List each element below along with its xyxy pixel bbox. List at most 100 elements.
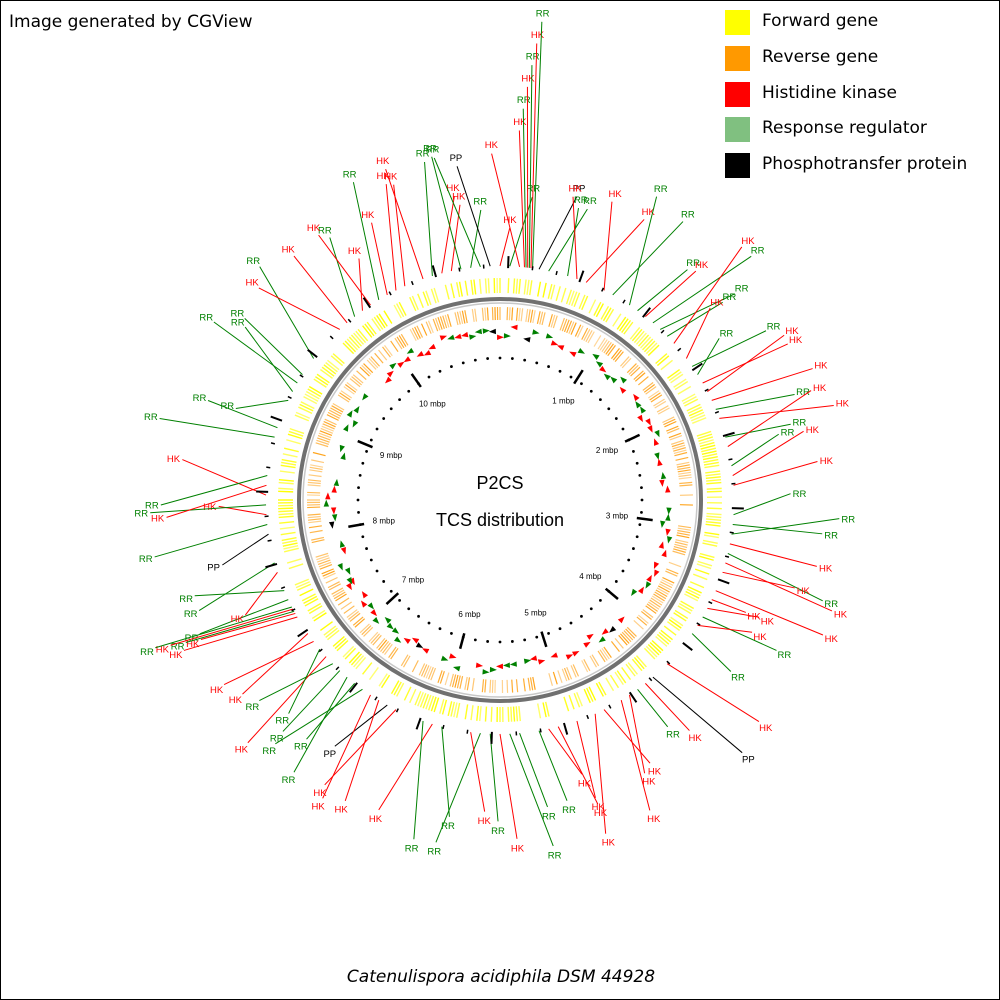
reverse-gene-tick [636, 616, 648, 626]
forward-gene-tick [299, 403, 314, 412]
feature-callout-line [659, 293, 736, 330]
reverse-gene-tick [437, 317, 443, 330]
scale-dot [365, 450, 368, 453]
scale-dot [635, 535, 639, 539]
reverse-gene-tick [633, 370, 644, 381]
feature-callout-line [530, 43, 538, 269]
scale-dot [599, 599, 602, 602]
scale-dot [356, 498, 360, 502]
forward-gene-tick [313, 378, 327, 388]
reverse-gene-tick [634, 372, 646, 382]
forward-gene-tick [674, 380, 689, 391]
forward-gene-tick [378, 313, 388, 327]
reverse-gene-tick [511, 307, 514, 321]
reverse-gene-tick [676, 532, 690, 536]
feature-marker-rr [595, 361, 604, 368]
feature-label-rr: RR [681, 210, 695, 221]
scale-dot [580, 614, 583, 618]
outer-tick [717, 578, 730, 585]
feature-label-rr: RR [199, 313, 213, 324]
reverse-gene-tick [673, 546, 687, 551]
forward-gene-tick [631, 658, 643, 672]
feature-marker-hk [654, 438, 660, 446]
forward-gene-tick [674, 609, 689, 620]
forward-gene-tick [478, 706, 482, 722]
forward-gene-tick [288, 430, 304, 437]
forward-gene-tick [573, 693, 581, 708]
forward-gene-tick [609, 674, 620, 689]
reverse-gene-tick [382, 642, 391, 654]
feature-marker-hk [583, 641, 591, 648]
reverse-gene-tick [633, 619, 644, 630]
forward-gene-tick [383, 310, 393, 324]
forward-gene-tick [357, 328, 369, 342]
reverse-gene-tick [672, 444, 686, 450]
reverse-gene-tick [645, 605, 657, 614]
reverse-gene-tick [363, 626, 374, 637]
scale-dot [535, 361, 539, 365]
forward-gene-tick [433, 287, 440, 303]
feature-marker-rr [603, 373, 611, 381]
forward-gene-tick [529, 280, 533, 296]
reverse-gene-tick [662, 576, 675, 584]
forward-gene-tick [693, 573, 708, 581]
feature-callout-line [707, 607, 760, 618]
forward-gene-tick [633, 656, 645, 670]
forward-gene-tick [323, 364, 337, 375]
feature-marker-hk [617, 616, 625, 624]
reverse-gene-tick [423, 665, 430, 678]
forward-gene-tick [283, 447, 299, 453]
forward-gene-tick [487, 278, 490, 294]
forward-gene-tick [278, 510, 294, 513]
forward-gene-tick [279, 470, 295, 474]
forward-gene-tick [547, 283, 553, 299]
reverse-gene-tick [593, 335, 602, 347]
forward-gene-tick [699, 552, 715, 559]
outer-tick [442, 724, 445, 730]
feature-marker-rr [394, 636, 402, 643]
feature-marker-hk [665, 528, 671, 536]
reverse-gene-tick [552, 315, 558, 329]
feature-callout-line [629, 196, 658, 306]
forward-gene-tick [696, 430, 712, 437]
outer-tick [714, 410, 720, 414]
scale-dot [473, 638, 477, 642]
forward-gene-tick [364, 323, 375, 337]
reverse-gene-tick [318, 432, 332, 439]
outer-tick [562, 722, 569, 735]
forward-gene-tick [484, 278, 488, 294]
forward-gene-tick [308, 385, 323, 395]
reverse-gene-tick [316, 555, 329, 561]
outer-tick [388, 291, 392, 296]
feature-label-rr: RR [246, 702, 260, 713]
feature-label-pp: PP [207, 563, 220, 574]
feature-marker-hk [330, 507, 337, 515]
forward-gene-tick [694, 568, 710, 575]
forward-gene-tick [490, 706, 493, 722]
forward-gene-tick [507, 706, 510, 722]
scale-dot [523, 638, 527, 642]
feature-label-rr: RR [416, 149, 430, 160]
forward-gene-tick [409, 688, 417, 704]
forward-gene-tick [417, 692, 424, 707]
scale-label-7mbp: 7 mbp [402, 576, 425, 585]
outer-tick [395, 708, 399, 713]
forward-gene-tick [371, 318, 382, 332]
feature-marker-rr [592, 353, 600, 360]
forward-gene-tick [682, 396, 697, 405]
feature-marker-rr [331, 514, 338, 522]
reverse-gene-tick [449, 673, 454, 687]
forward-gene-tick [304, 393, 319, 402]
scale-dot [361, 461, 365, 465]
feature-callout-line [666, 663, 760, 722]
reverse-gene-tick [372, 634, 382, 646]
feature-marker-rr [406, 347, 415, 354]
feature-label-rr: RR [583, 196, 597, 207]
forward-gene-tick [278, 478, 294, 482]
feature-label-hk: HK [478, 816, 492, 827]
reverse-gene-tick [675, 456, 689, 461]
forward-gene-tick [639, 336, 652, 349]
feature-marker-hk [665, 485, 671, 493]
reverse-gene-tick [456, 311, 461, 325]
reverse-gene-tick [676, 464, 690, 468]
